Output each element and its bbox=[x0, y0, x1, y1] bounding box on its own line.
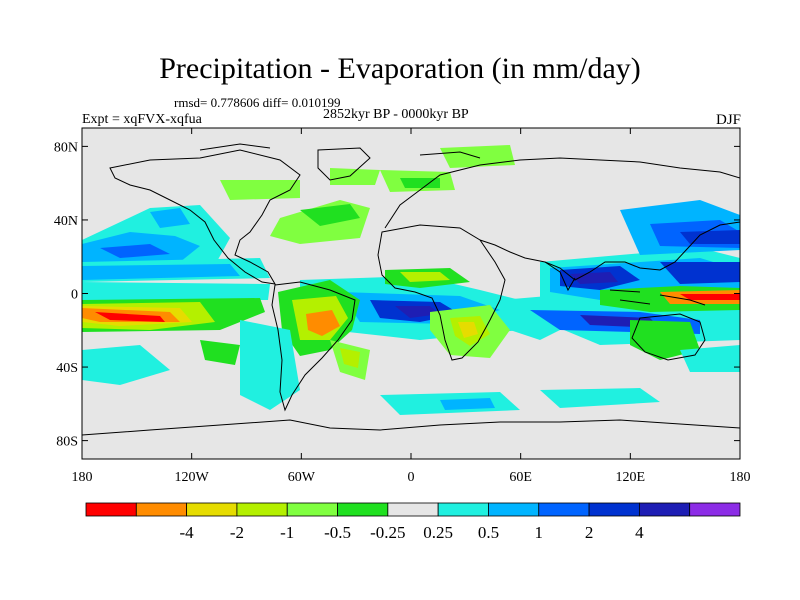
anomaly-region bbox=[200, 340, 240, 365]
colorbar-swatch bbox=[387, 502, 439, 517]
colorbar-label: 1 bbox=[535, 523, 544, 542]
anomaly-region bbox=[240, 320, 300, 410]
colorbar-label: 2 bbox=[585, 523, 594, 542]
anomaly-region bbox=[330, 168, 380, 185]
anomaly-field bbox=[82, 143, 740, 436]
x-tick-label: 60E bbox=[509, 470, 532, 485]
y-tick-label: 40S bbox=[56, 361, 78, 376]
x-tick-label: 120W bbox=[175, 470, 210, 485]
colorbar-swatch bbox=[236, 502, 288, 517]
anomaly-region bbox=[340, 348, 360, 368]
anomaly-region bbox=[82, 264, 240, 280]
anomaly-region bbox=[95, 312, 165, 322]
anomaly-region bbox=[100, 244, 170, 258]
anomaly-region bbox=[306, 310, 340, 336]
anomaly-region bbox=[220, 180, 300, 200]
colorbar-swatch bbox=[85, 502, 137, 517]
x-tick-label: 0 bbox=[408, 470, 415, 485]
anomaly-region bbox=[680, 230, 740, 244]
colorbar-swatch bbox=[588, 502, 640, 517]
colorbar-label: -0.5 bbox=[324, 523, 351, 542]
x-tick-label: 120E bbox=[616, 470, 646, 485]
anomaly-region bbox=[150, 208, 190, 228]
colorbar-swatch bbox=[337, 502, 389, 517]
y-axis: 80N 40N 0 40S 80S bbox=[54, 140, 740, 450]
colorbar-swatch bbox=[135, 502, 188, 517]
y-tick-label: 0 bbox=[71, 288, 78, 303]
anomaly-region bbox=[540, 388, 660, 408]
colorbar-label: 0.25 bbox=[423, 523, 453, 542]
coastlines bbox=[82, 143, 740, 436]
colorbar-swatch bbox=[437, 502, 489, 517]
anomaly-region bbox=[400, 178, 440, 188]
anomaly-region bbox=[400, 272, 450, 282]
experiment-label: Expt = xqFVX-xqfua bbox=[82, 112, 202, 127]
anomaly-region bbox=[570, 272, 618, 284]
anomaly-region bbox=[82, 345, 170, 385]
colorbar-label: 4 bbox=[635, 523, 644, 542]
colorbar-label: -0.25 bbox=[370, 523, 405, 542]
anomaly-region bbox=[680, 294, 740, 300]
anomaly-region bbox=[680, 345, 740, 372]
x-tick-label: 180 bbox=[730, 470, 751, 485]
colorbar-swatch bbox=[186, 502, 238, 517]
y-tick-label: 80S bbox=[56, 435, 78, 450]
season-label: DJF bbox=[715, 112, 741, 128]
colorbar-label: -2 bbox=[230, 523, 244, 542]
anomaly-region bbox=[395, 306, 440, 318]
y-tick-label: 80N bbox=[54, 140, 78, 155]
anomaly-region bbox=[458, 322, 478, 338]
stats-text: rmsd= 0.778606 diff= 0.010199 bbox=[174, 95, 341, 110]
colorbar-swatch bbox=[538, 502, 590, 517]
colorbar-swatch bbox=[689, 502, 741, 517]
colorbar-swatch bbox=[488, 502, 540, 517]
colorbar-label: -4 bbox=[180, 523, 195, 542]
colorbar-label: -1 bbox=[280, 523, 294, 542]
x-axis: 180 120W 60W 0 60E 120E 180 bbox=[72, 128, 751, 485]
period-text: 2852kyr BP - 0000kyr BP bbox=[323, 107, 469, 122]
colorbar-swatch bbox=[286, 502, 338, 517]
anomaly-region bbox=[82, 282, 270, 300]
chart-title: Precipitation - Evaporation (in mm/day) bbox=[159, 52, 641, 85]
colorbar-label: 0.5 bbox=[478, 523, 499, 542]
y-tick-label: 40N bbox=[54, 214, 78, 229]
x-tick-label: 60W bbox=[288, 470, 316, 485]
colorbar: -4 -2 -1 -0.5 -0.25 0.25 0.5 1 2 4 bbox=[85, 502, 741, 542]
anomaly-region bbox=[660, 262, 740, 284]
anomaly-region bbox=[440, 145, 515, 168]
colorbar-swatch bbox=[638, 502, 691, 517]
anomaly-region bbox=[440, 398, 495, 410]
anomaly-region bbox=[300, 204, 360, 226]
x-tick-label: 180 bbox=[72, 470, 93, 485]
